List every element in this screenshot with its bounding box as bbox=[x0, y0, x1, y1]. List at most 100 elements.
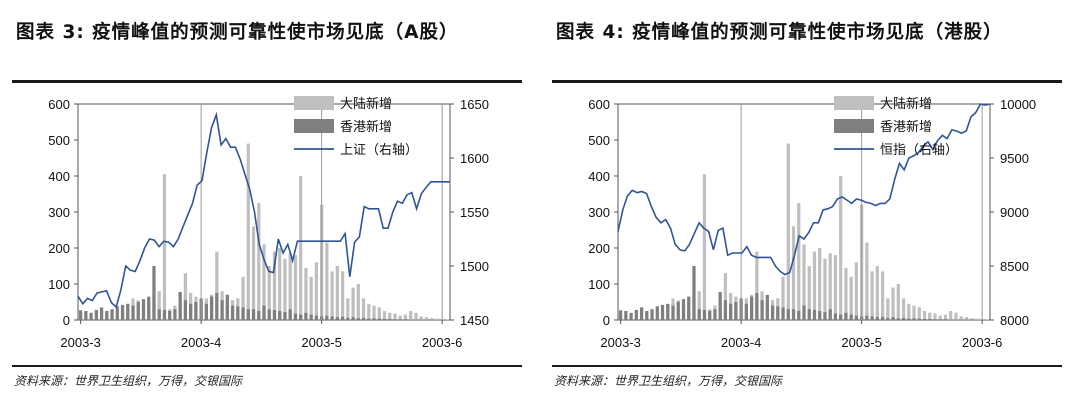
bar bbox=[351, 317, 355, 320]
bar bbox=[367, 318, 371, 320]
series-hk-bars bbox=[78, 266, 434, 320]
chart-panel-a-share: 图表 3: 疫情峰值的预测可靠性使市场见底（A股） 0 100 200 300 400 5… bbox=[12, 0, 522, 403]
bar bbox=[141, 299, 146, 320]
bar bbox=[770, 305, 775, 320]
bar bbox=[424, 317, 429, 320]
bar bbox=[729, 303, 733, 320]
bar bbox=[676, 302, 680, 320]
bar bbox=[403, 319, 408, 320]
bar bbox=[943, 319, 948, 320]
bar bbox=[414, 312, 418, 320]
bar bbox=[382, 311, 387, 320]
left-tick-label: 300 bbox=[588, 205, 610, 220]
bar bbox=[812, 251, 817, 320]
bar bbox=[943, 314, 948, 320]
bar bbox=[765, 294, 769, 320]
bar bbox=[875, 317, 879, 320]
bar bbox=[912, 318, 916, 320]
bar bbox=[430, 318, 434, 320]
series-hk-bars bbox=[618, 266, 974, 320]
bar bbox=[713, 309, 717, 320]
bar bbox=[115, 306, 119, 320]
bar bbox=[209, 296, 214, 320]
bar bbox=[241, 307, 245, 320]
chart-title: 图表 3: 疫情峰值的预测可靠性使市场见底（A股） bbox=[16, 22, 459, 43]
left-tick-label: 400 bbox=[48, 169, 70, 184]
left-tick-label: 0 bbox=[63, 313, 70, 328]
bar bbox=[314, 315, 319, 320]
bar bbox=[131, 305, 135, 320]
legend-swatch bbox=[834, 119, 874, 133]
bar bbox=[723, 273, 728, 320]
bar bbox=[272, 309, 277, 320]
bar bbox=[802, 305, 806, 320]
bar bbox=[708, 311, 712, 320]
bar bbox=[89, 312, 93, 320]
bar bbox=[697, 291, 701, 320]
left-tick-label: 200 bbox=[48, 241, 70, 256]
bar bbox=[299, 314, 303, 320]
bar bbox=[618, 310, 623, 320]
bar bbox=[744, 303, 748, 320]
bar bbox=[896, 284, 900, 320]
bar bbox=[791, 309, 796, 320]
bar bbox=[340, 316, 345, 320]
bar bbox=[225, 294, 229, 320]
bar bbox=[865, 315, 869, 320]
bar bbox=[697, 309, 701, 320]
bar bbox=[954, 312, 958, 320]
bar bbox=[283, 312, 287, 320]
bar bbox=[398, 315, 402, 320]
bar bbox=[398, 319, 402, 320]
legend-swatch bbox=[294, 119, 334, 133]
bar bbox=[917, 318, 921, 320]
bar bbox=[907, 303, 911, 320]
bar bbox=[629, 312, 633, 320]
bar bbox=[173, 309, 177, 320]
bar bbox=[833, 255, 838, 320]
bar bbox=[723, 300, 728, 320]
bar bbox=[388, 312, 392, 320]
bar bbox=[818, 248, 822, 320]
bar bbox=[304, 267, 308, 320]
right-tick-label: 1600 bbox=[460, 151, 489, 166]
chart-panel-hk-share: 图表 4: 疫情峰值的预测可靠性使市场见底（港股） 0 100 200 300 400 5… bbox=[552, 0, 1062, 403]
x-tick-label: 2003-4 bbox=[181, 335, 221, 350]
x-tick-label: 2003-5 bbox=[301, 335, 341, 350]
bar bbox=[257, 203, 261, 320]
bar bbox=[681, 299, 686, 320]
bar bbox=[335, 266, 339, 320]
bar bbox=[356, 284, 360, 320]
bar bbox=[162, 309, 167, 320]
bar bbox=[230, 305, 235, 320]
bar bbox=[639, 307, 644, 320]
bar bbox=[278, 311, 282, 320]
bar bbox=[844, 312, 848, 320]
right-tick-label: 1650 bbox=[460, 97, 489, 112]
bar bbox=[880, 271, 885, 320]
x-tick-label: 2003-5 bbox=[841, 335, 881, 350]
legend-label: 香港新增 bbox=[340, 119, 392, 135]
legend-label: 恒指（右轴） bbox=[880, 143, 958, 158]
bar bbox=[702, 309, 707, 320]
bar bbox=[84, 311, 88, 320]
bar bbox=[241, 276, 245, 320]
bar bbox=[215, 251, 219, 320]
bar bbox=[624, 311, 628, 320]
bar bbox=[409, 311, 413, 320]
left-tick-label: 100 bbox=[48, 277, 70, 292]
bar bbox=[110, 309, 114, 320]
legend-swatch bbox=[294, 96, 334, 110]
bar bbox=[120, 304, 125, 320]
legend-label: 大陆新增 bbox=[880, 96, 932, 112]
bar bbox=[776, 306, 780, 320]
bar bbox=[126, 303, 130, 320]
left-tick-label: 200 bbox=[588, 241, 610, 256]
bar bbox=[183, 273, 188, 320]
left-tick-label: 500 bbox=[588, 133, 610, 148]
bar bbox=[907, 318, 911, 320]
right-tick-label: 1500 bbox=[460, 259, 489, 274]
legend-label: 上证（右轴） bbox=[340, 143, 418, 158]
bar bbox=[938, 315, 942, 320]
